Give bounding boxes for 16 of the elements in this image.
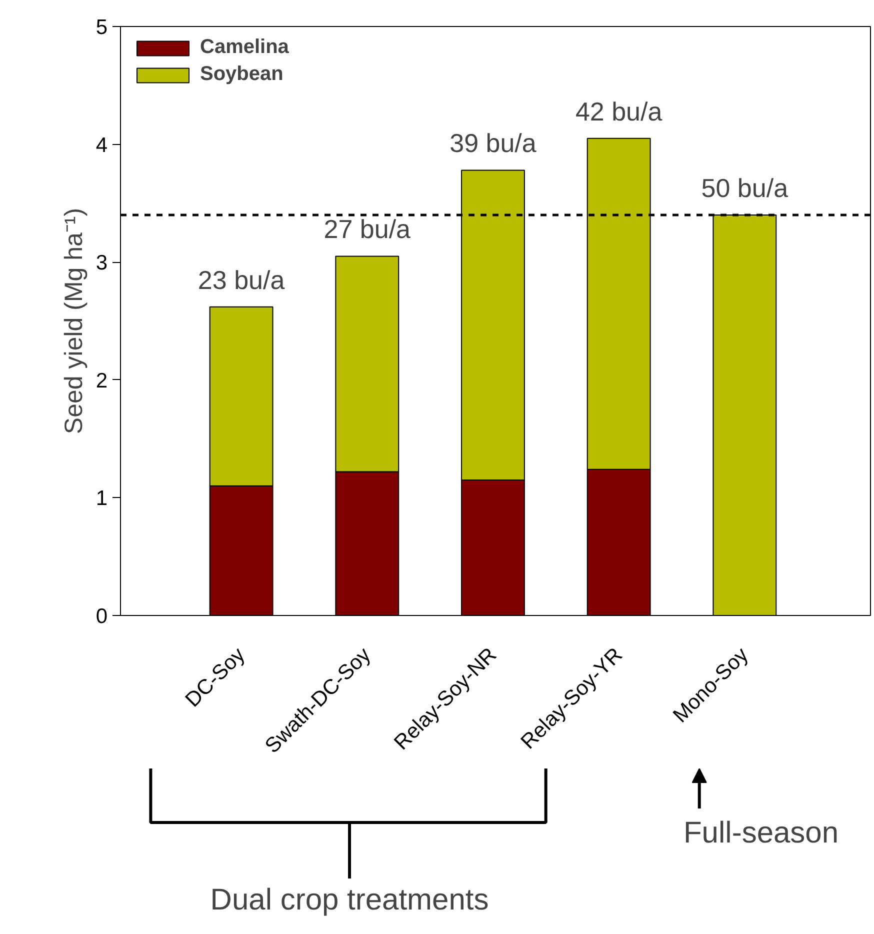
y-tick-label: 0 <box>96 605 108 628</box>
annotation: 50 bu/a <box>701 172 789 203</box>
legend-label: Camelina <box>200 36 289 59</box>
y-tick-label: 1 <box>96 487 108 510</box>
y-tick-label: 4 <box>96 134 108 157</box>
y-axis-title: Seed yield (Mg ha⁻¹) <box>60 208 88 434</box>
y-tick-label: 2 <box>96 369 108 392</box>
text: Dual crop treatments <box>210 884 489 916</box>
text: Full-season <box>683 816 839 850</box>
annotation: 27 bu/a <box>324 214 412 244</box>
legend-label: Soybean <box>200 63 284 86</box>
y-tick-label: 3 <box>96 252 108 275</box>
annotation: 23 bu/a <box>198 264 286 295</box>
y-tick-label: 5 <box>96 16 108 39</box>
annotation: 42 bu/a <box>575 96 663 126</box>
annotation: 39 bu/a <box>450 128 537 158</box>
